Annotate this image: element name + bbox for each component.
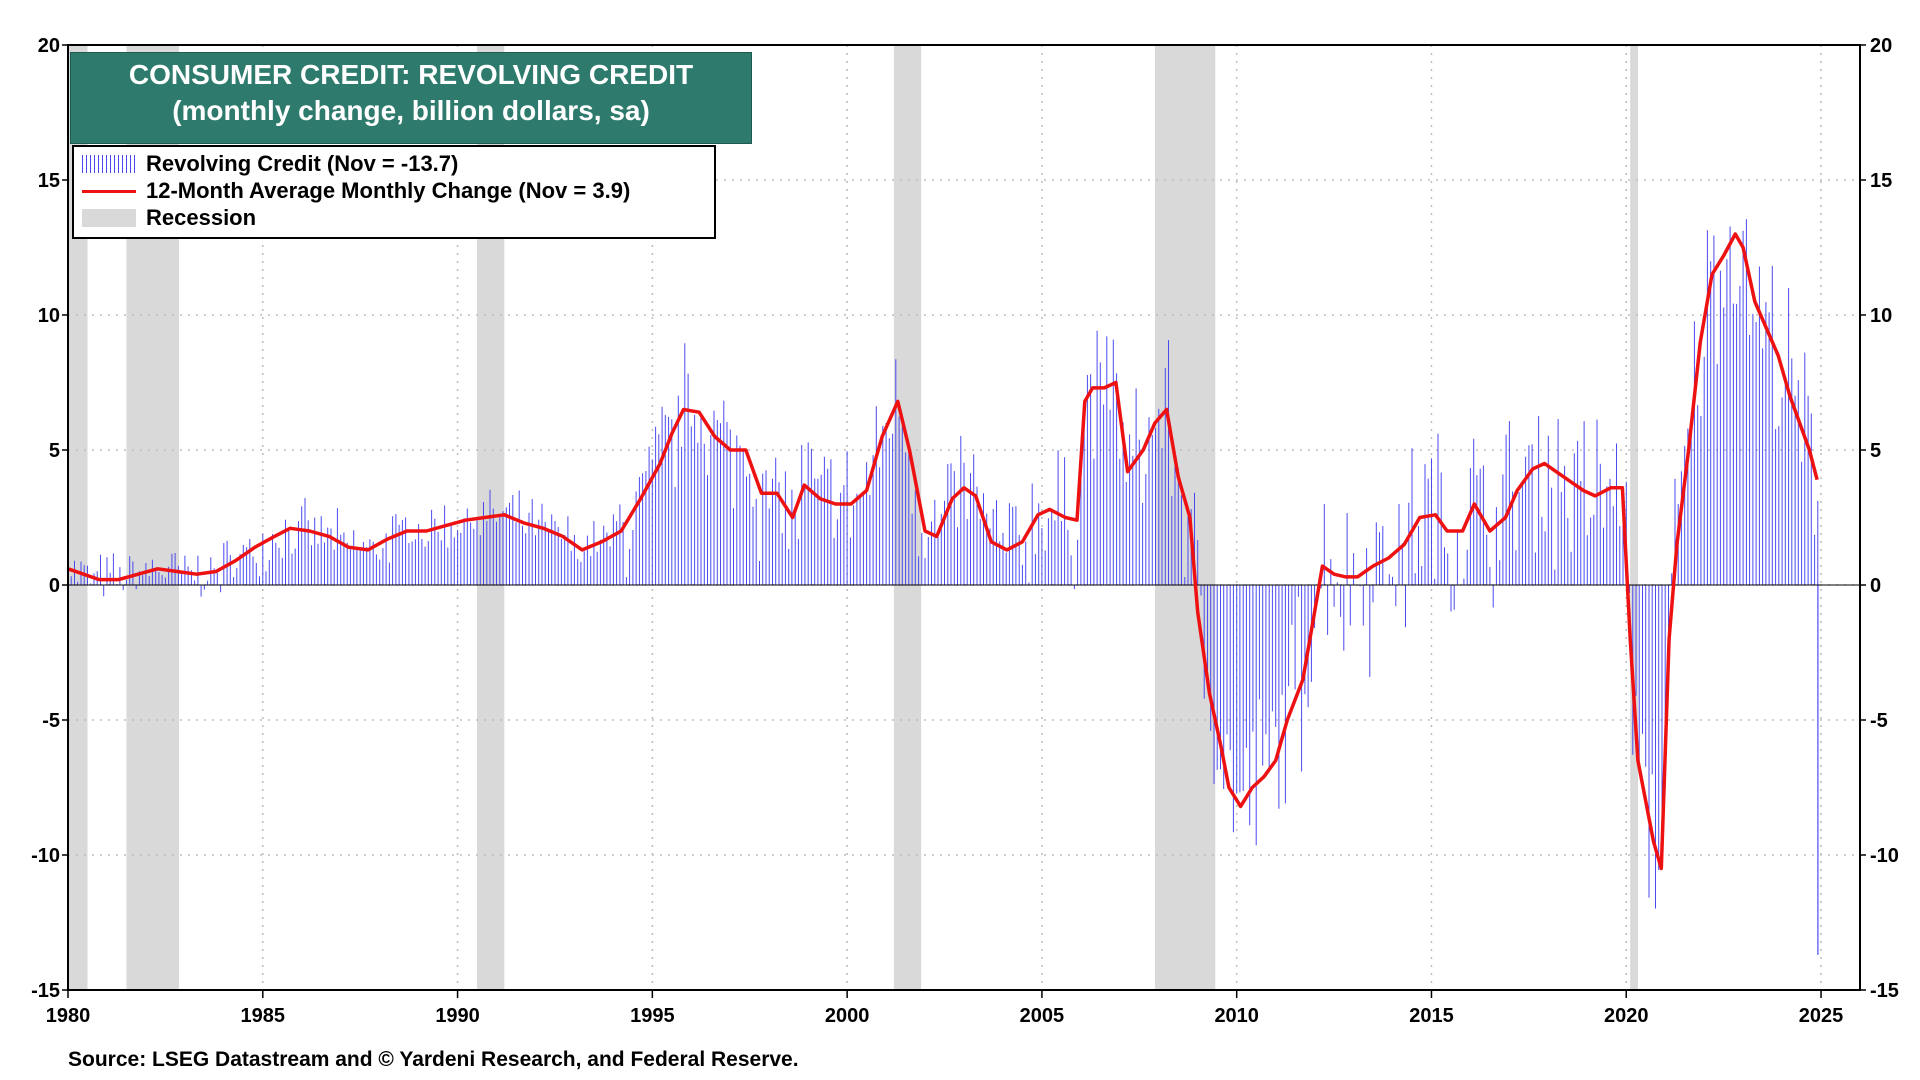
x-tick-label: 2000	[825, 1005, 870, 1027]
y-tick-label-left: 5	[49, 440, 60, 462]
legend-line-swatch	[82, 189, 136, 193]
x-tick-label: 2015	[1409, 1005, 1454, 1027]
x-tick-label: 1985	[241, 1005, 286, 1027]
legend-recession-swatch	[82, 209, 136, 227]
legend-item-line: 12-Month Average Monthly Change (Nov = 3…	[82, 178, 630, 204]
source-note: Source: LSEG Datastream and © Yardeni Re…	[68, 1048, 799, 1071]
y-tick-label-left: 20	[38, 35, 60, 57]
plot-frame	[67, 44, 1861, 991]
y-tick-label-left: 0	[49, 575, 60, 597]
avg-line-series	[67, 232, 1819, 871]
chart-title-box: CONSUMER CREDIT: REVOLVING CREDIT (month…	[70, 52, 752, 144]
legend-bars-swatch	[82, 155, 136, 173]
axis-ticks: 1980 1985 1990 1995 2000 2005 2010 2015 2020 2025…	[31, 35, 1899, 1027]
y-tick-label-right: 5	[1870, 440, 1881, 462]
chart-title: CONSUMER CREDIT: REVOLVING CREDIT	[128, 59, 694, 90]
y-tick-label-right: 10	[1870, 305, 1892, 327]
y-tick-label-left: 10	[38, 305, 60, 327]
y-tick-label-left: 15	[38, 170, 60, 192]
x-tick-label: 1980	[46, 1005, 91, 1027]
x-tick-label: 1990	[435, 1005, 480, 1027]
x-tick-label: 2005	[1020, 1005, 1065, 1027]
y-tick-label-right: -5	[1870, 710, 1888, 732]
y-tick-label-left: -5	[42, 710, 60, 732]
y-tick-label-left: -15	[31, 980, 60, 1002]
legend-item-recession: Recession	[82, 205, 256, 231]
x-tick-label: 2010	[1214, 1005, 1259, 1027]
legend-item-bars: Revolving Credit (Nov = -13.7)	[82, 151, 458, 177]
y-tick-label-right: 15	[1870, 170, 1892, 192]
recession-band	[1630, 45, 1638, 990]
x-tick-label: 2025	[1799, 1005, 1844, 1027]
recession-band	[893, 45, 922, 990]
y-tick-label-right: 20	[1870, 35, 1892, 57]
legend-label-bars: Revolving Credit (Nov = -13.7)	[146, 151, 459, 176]
y-tick-label-right: -10	[1870, 845, 1899, 867]
x-tick-label: 2020	[1604, 1005, 1649, 1027]
monthly-change-bars	[67, 219, 1819, 955]
chart-subtitle: (monthly change, billion dollars, sa)	[172, 95, 650, 126]
recession-band	[1154, 45, 1216, 990]
x-tick-label: 1995	[630, 1005, 675, 1027]
legend-label-recession: Recession	[146, 205, 257, 230]
y-tick-label-left: -10	[31, 845, 60, 867]
legend: Revolving Credit (Nov = -13.7) 12-Month …	[72, 145, 716, 239]
y-tick-label-right: -15	[1870, 980, 1899, 1002]
recession-band	[68, 45, 88, 990]
y-tick-label-right: 0	[1870, 575, 1881, 597]
legend-label-line: 12-Month Average Monthly Change (Nov = 3…	[146, 178, 631, 203]
